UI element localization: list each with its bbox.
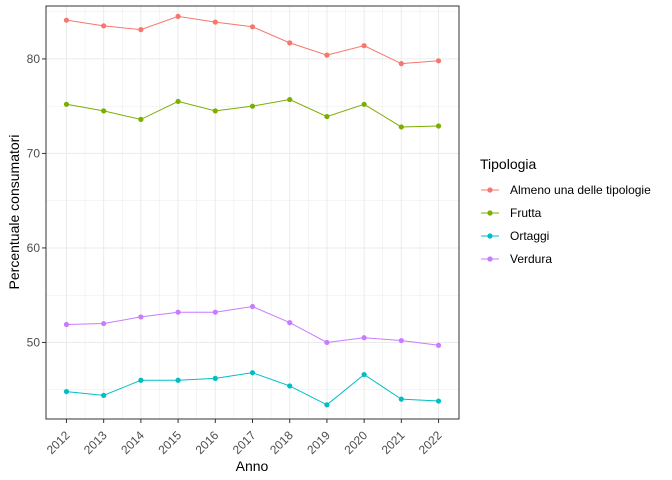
x-tick-label: 2019 (304, 428, 333, 457)
data-point-frutta (63, 101, 70, 107)
legend-item-verdura: Verdura (481, 252, 552, 266)
data-point-verdura (361, 335, 367, 341)
y-axis: 50 60 70 80 (27, 52, 46, 349)
legend-item-frutta: Frutta (481, 206, 542, 220)
legend-label: Frutta (510, 206, 542, 220)
data-point-ortaggi (324, 402, 330, 408)
data-point-almeno-una-delle-tipologie (398, 61, 404, 67)
major-gridlines (46, 6, 459, 419)
legend-label: Ortaggi (510, 229, 549, 243)
data-point-frutta (398, 124, 404, 130)
y-axis-title: Percentuale consumatori (6, 135, 22, 290)
x-tick-label: 2022 (416, 428, 445, 457)
legend-item-almeno-una-delle-tipologie: Almeno una delle tipologie (481, 183, 651, 197)
data-point-frutta (249, 103, 256, 109)
data-point-frutta (101, 108, 107, 114)
data-point-frutta (324, 113, 330, 120)
data-point-frutta (175, 98, 181, 105)
y-tick-label: 60 (27, 241, 41, 255)
data-point-frutta (138, 116, 144, 123)
legend-key-point (487, 210, 493, 216)
data-point-ortaggi (361, 371, 367, 378)
minor-gridlines (46, 6, 459, 419)
x-tick-label: 2013 (81, 428, 110, 457)
data-point-almeno-una-delle-tipologie (101, 23, 107, 29)
data-point-verdura (138, 314, 144, 320)
data-point-almeno-una-delle-tipologie (63, 17, 70, 23)
data-point-ortaggi (175, 377, 181, 383)
legend: Tipologia Almeno una delle tipologie Frut… (480, 156, 651, 266)
data-point-frutta (212, 108, 218, 114)
data-point-verdura (398, 337, 404, 344)
data-point-frutta (287, 96, 293, 103)
data-point-almeno-una-delle-tipologie (361, 43, 367, 49)
legend-key-point (487, 256, 493, 262)
x-tick-label: 2015 (155, 428, 184, 457)
data-point-ortaggi (63, 388, 70, 395)
y-tick-label: 70 (27, 146, 41, 160)
x-tick-label: 2021 (379, 428, 408, 457)
data-point-ortaggi (398, 396, 404, 402)
data-point-almeno-una-delle-tipologie (138, 27, 144, 33)
legend-label: Almeno una delle tipologie (510, 183, 651, 197)
data-point-verdura (287, 320, 293, 326)
x-tick-label: 2016 (193, 428, 222, 457)
x-axis-title: Anno (236, 458, 269, 474)
data-point-verdura (435, 342, 442, 348)
data-point-almeno-una-delle-tipologie (212, 19, 218, 25)
legend-key-point (487, 187, 493, 193)
y-tick-label: 80 (27, 52, 41, 66)
data-point-verdura (249, 303, 256, 310)
x-axis: 2012 2013 2014 2015 2016 2017 2018 2019 2020 2021… (44, 419, 445, 457)
x-tick-label: 2014 (118, 428, 147, 457)
x-tick-label: 2020 (341, 428, 370, 457)
x-tick-label: 2017 (230, 428, 259, 457)
data-point-almeno-una-delle-tipologie (324, 52, 330, 58)
data-point-verdura (324, 339, 330, 346)
data-point-almeno-una-delle-tipologie (287, 40, 293, 46)
legend-title: Tipologia (480, 156, 537, 172)
x-tick-label: 2012 (44, 428, 73, 457)
data-point-almeno-una-delle-tipologie (435, 58, 442, 64)
data-point-almeno-una-delle-tipologie (249, 24, 256, 30)
x-tick-label: 2018 (267, 428, 296, 457)
data-point-ortaggi (287, 383, 293, 389)
data-point-verdura (212, 309, 218, 315)
data-point-ortaggi (435, 398, 442, 404)
data-point-ortaggi (249, 370, 256, 376)
data-point-verdura (101, 320, 107, 327)
legend-item-ortaggi: Ortaggi (481, 229, 549, 243)
data-point-ortaggi (138, 377, 144, 383)
data-point-ortaggi (101, 392, 107, 398)
data-point-verdura (175, 309, 181, 315)
series-layer (63, 13, 442, 408)
legend-label: Verdura (510, 252, 552, 266)
data-point-frutta (361, 101, 367, 107)
data-point-verdura (63, 321, 70, 328)
y-tick-label: 50 (27, 335, 41, 349)
data-point-ortaggi (212, 375, 218, 381)
data-point-almeno-una-delle-tipologie (175, 13, 181, 19)
legend-key-point (487, 233, 493, 239)
data-point-frutta (435, 123, 442, 129)
